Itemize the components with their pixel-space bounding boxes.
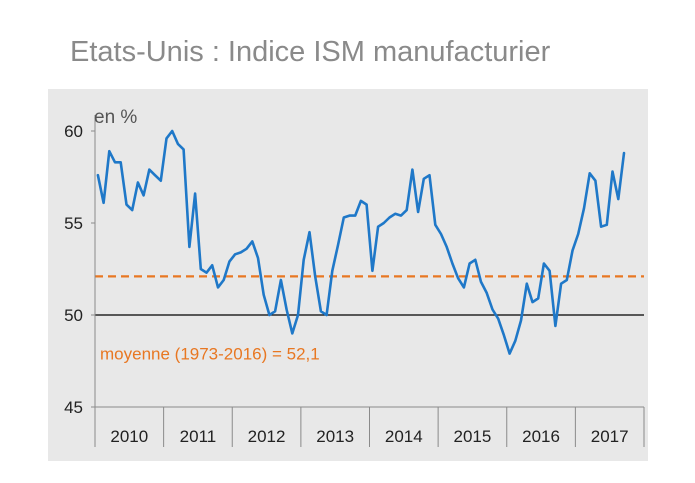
average-label: moyenne (1973-2016) = 52,1 bbox=[100, 344, 320, 363]
x-tick-label: 2015 bbox=[454, 427, 492, 446]
x-tick-label: 2012 bbox=[248, 427, 286, 446]
chart-title: Etats-Unis : Indice ISM manufacturier bbox=[70, 36, 551, 68]
x-tick-label: 2016 bbox=[522, 427, 560, 446]
line-chart: 45 50 55 60 2010 2011 2012 2013 2014 2015 2016 2017… bbox=[48, 89, 648, 461]
x-tick-label: 2010 bbox=[110, 427, 148, 446]
x-tick-label: 2014 bbox=[385, 427, 423, 446]
chart-area: 45 50 55 60 2010 2011 2012 2013 2014 2015 2016 2017… bbox=[48, 89, 648, 461]
y-axis-label: en % bbox=[94, 107, 137, 128]
y-tick-label: 50 bbox=[64, 306, 83, 325]
x-tick-label: 2013 bbox=[316, 427, 354, 446]
x-tick-label: 2017 bbox=[591, 427, 629, 446]
y-tick-label: 60 bbox=[64, 122, 83, 141]
ism-series-line bbox=[96, 129, 626, 355]
y-tick-label: 45 bbox=[64, 398, 83, 417]
y-tick-label: 55 bbox=[64, 214, 83, 233]
plot-panel bbox=[48, 89, 648, 461]
x-tick-label: 2011 bbox=[180, 427, 217, 446]
